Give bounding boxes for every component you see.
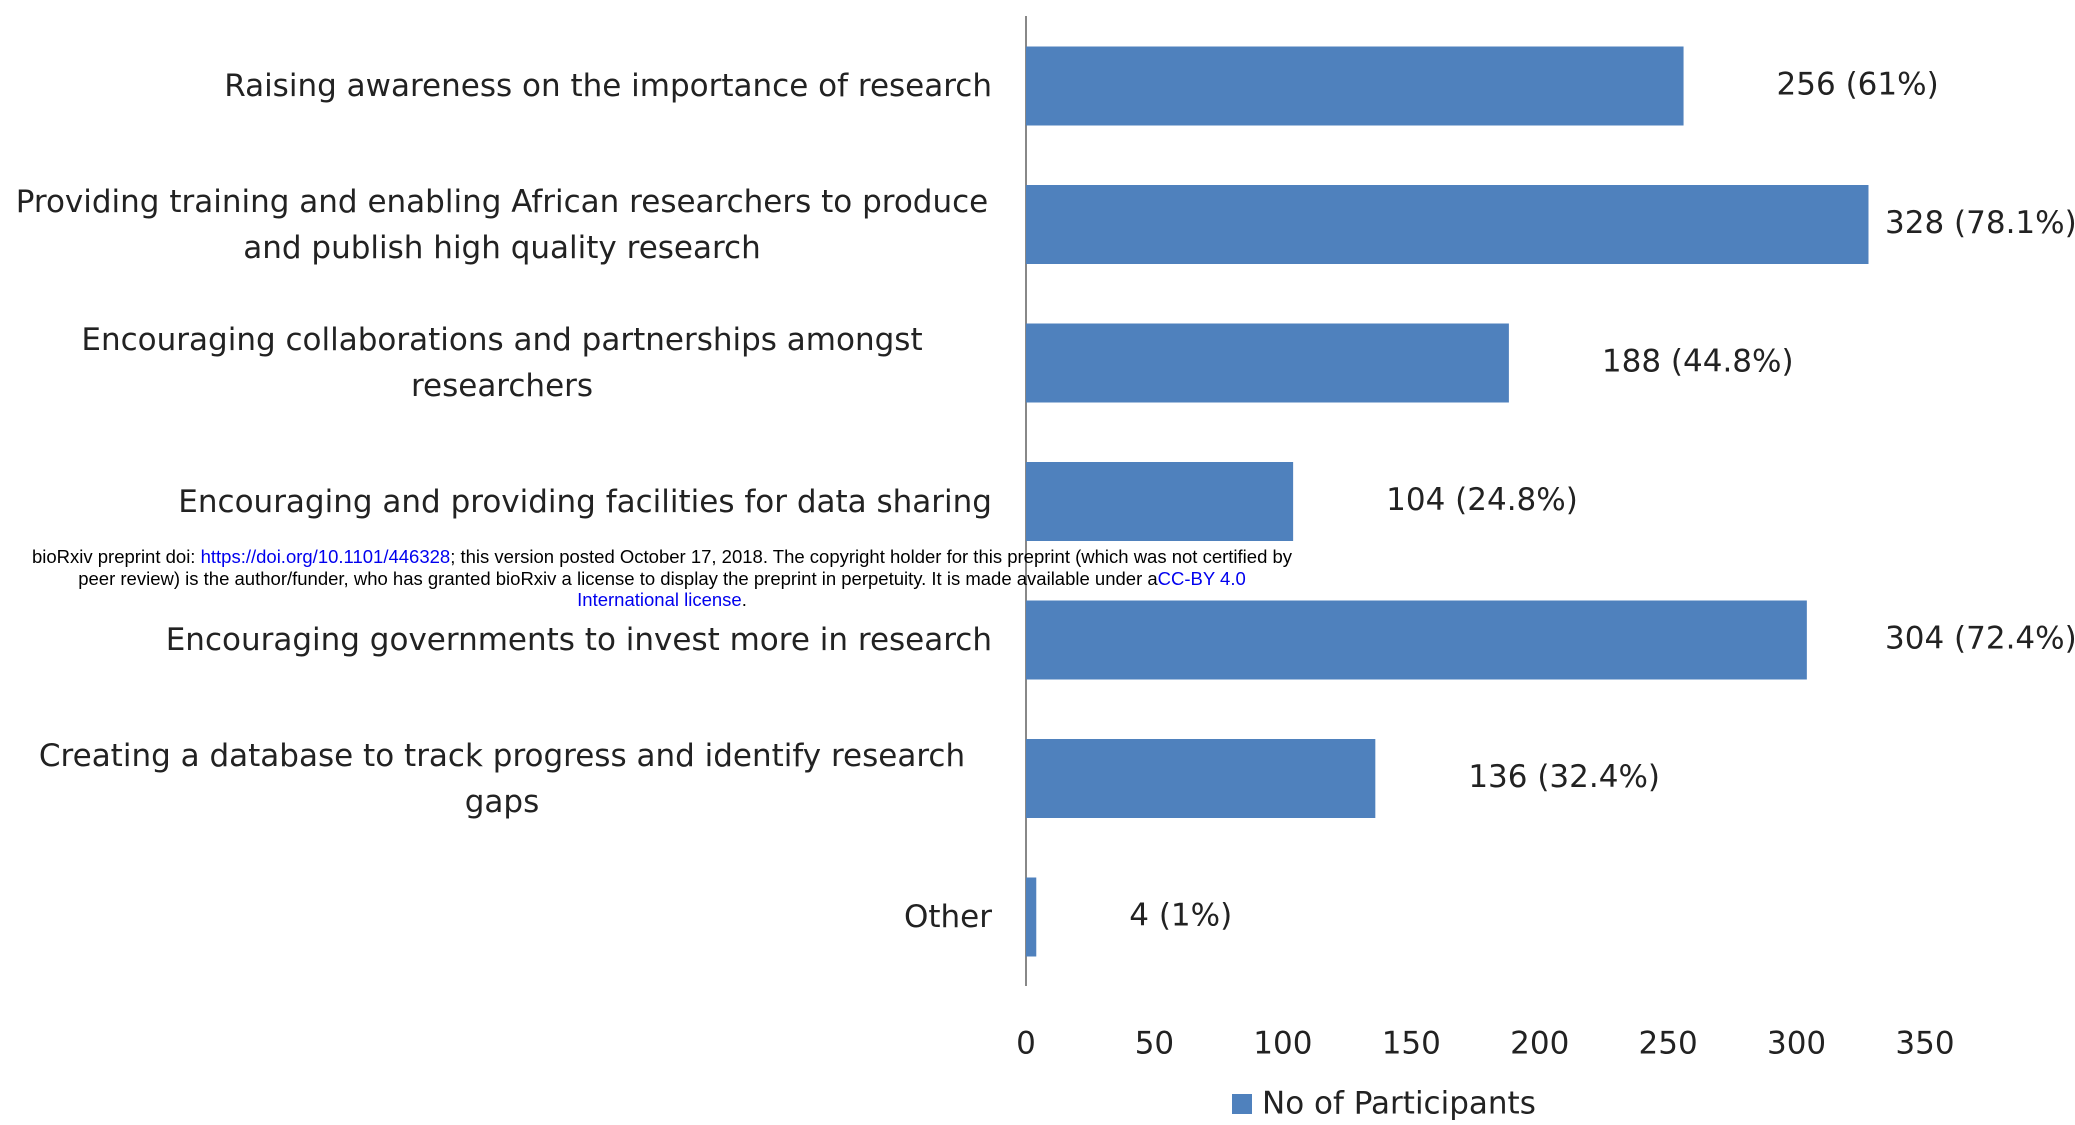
value-label: 256 (61%) [1777,67,1939,103]
category-label: Raising awareness on the importance of r… [224,68,992,104]
bar [1026,739,1376,818]
category-label: Encouraging collaborations and partnersh… [81,322,923,404]
value-label: 136 (32.4%) [1468,759,1660,795]
x-tick-label: 350 [1895,1026,1954,1062]
watermark: bioRxiv preprint doi: https://doi.org/10… [26,546,1298,611]
category-label: Encouraging and providing facilities for… [178,483,992,520]
value-label: 188 (44.8%) [1602,344,1794,380]
value-label: 4 (1%) [1129,898,1232,934]
bar [1026,323,1509,403]
category-label: Creating a database to track progress an… [38,737,966,820]
x-tick-label: 0 [1016,1026,1036,1062]
bar [1026,877,1037,957]
x-tick-label: 250 [1639,1026,1698,1062]
license-link[interactable]: CC-BY 4.0 International license [577,567,1246,611]
value-label: 304 (72.4%) [1885,621,2075,657]
category-label: Encouraging governments to invest more i… [165,622,992,658]
category-label: Other [903,899,992,935]
legend-label: No of Participants [1262,1086,1536,1122]
doi-link[interactable]: https://doi.org/10.1101/446328 [200,546,451,567]
bar [1026,46,1684,126]
value-label: 328 (78.1%) [1885,205,2075,241]
value-label: 104 (24.8%) [1386,482,1578,518]
watermark-text: . [741,589,747,610]
bar [1026,185,1869,264]
watermark-text: ; this version posted October 17, 2018. … [78,546,1293,589]
x-tick-label: 100 [1253,1026,1312,1062]
watermark-text: bioRxiv preprint doi: [31,546,201,567]
x-tick-label: 50 [1135,1026,1174,1062]
legend-swatch [1232,1094,1252,1114]
bar [1026,462,1294,541]
bar [1026,600,1807,680]
x-tick-label: 300 [1767,1026,1826,1062]
x-tick-label: 200 [1510,1026,1569,1062]
x-tick-label: 150 [1382,1026,1441,1062]
category-label: Providing training and enabling African … [15,183,989,266]
